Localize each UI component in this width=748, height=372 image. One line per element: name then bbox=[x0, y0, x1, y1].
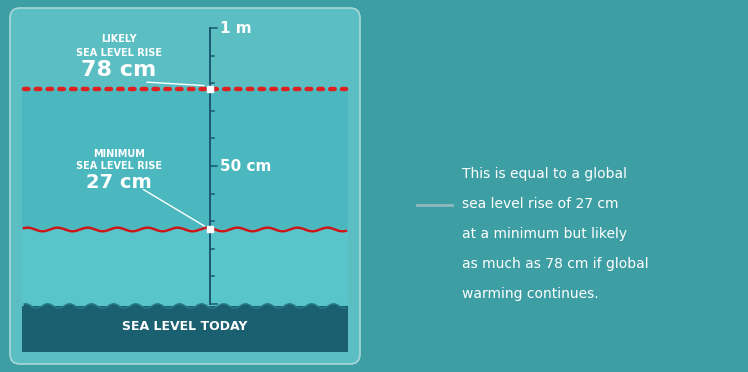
Text: SEA LEVEL RISE: SEA LEVEL RISE bbox=[76, 48, 162, 58]
Text: 27 cm: 27 cm bbox=[86, 173, 152, 192]
Text: at a minimum but likely: at a minimum but likely bbox=[462, 227, 627, 241]
Text: sea level rise of 27 cm: sea level rise of 27 cm bbox=[462, 197, 619, 211]
Text: warming continues.: warming continues. bbox=[462, 287, 598, 301]
Text: SEA LEVEL TODAY: SEA LEVEL TODAY bbox=[123, 320, 248, 333]
Text: LIKELY: LIKELY bbox=[101, 34, 137, 44]
Bar bbox=[22, 306, 348, 352]
Text: SEA LEVEL RISE: SEA LEVEL RISE bbox=[76, 161, 162, 171]
FancyBboxPatch shape bbox=[10, 8, 360, 364]
Bar bbox=[22, 89, 348, 230]
Text: 50 cm: 50 cm bbox=[220, 158, 271, 173]
Text: This is equal to a global: This is equal to a global bbox=[462, 167, 627, 181]
Text: 78 cm: 78 cm bbox=[82, 60, 156, 80]
Text: 1 m: 1 m bbox=[220, 20, 251, 35]
Bar bbox=[22, 20, 348, 89]
Text: MINIMUM: MINIMUM bbox=[93, 149, 145, 159]
Bar bbox=[22, 230, 348, 306]
Text: as much as 78 cm if global: as much as 78 cm if global bbox=[462, 257, 649, 271]
